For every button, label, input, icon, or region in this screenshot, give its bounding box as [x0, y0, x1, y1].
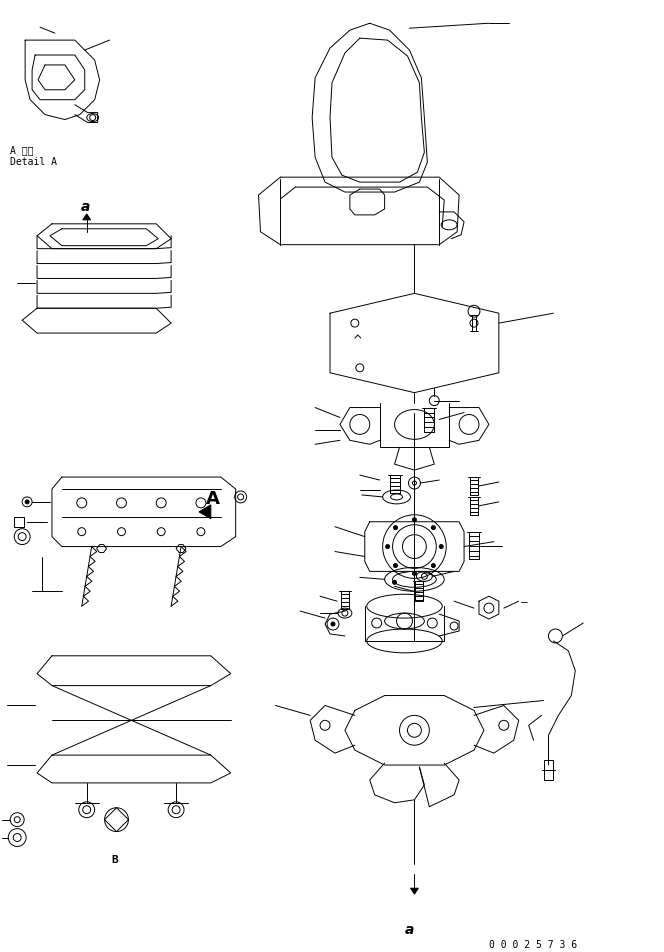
Text: a: a — [81, 200, 90, 214]
Text: a: a — [404, 922, 414, 936]
Circle shape — [432, 564, 436, 568]
Circle shape — [14, 817, 20, 823]
Text: A 詳細: A 詳細 — [10, 146, 34, 155]
Circle shape — [25, 501, 29, 505]
Text: A: A — [206, 489, 220, 507]
Circle shape — [412, 572, 416, 576]
Text: —: — — [521, 597, 527, 606]
Circle shape — [331, 623, 335, 626]
Circle shape — [392, 581, 396, 585]
Circle shape — [13, 834, 21, 842]
Circle shape — [394, 526, 398, 530]
Circle shape — [440, 545, 444, 549]
Polygon shape — [83, 214, 91, 221]
Polygon shape — [410, 888, 418, 894]
Circle shape — [412, 518, 416, 523]
Text: 0 0 0 2 5 7 3 6: 0 0 0 2 5 7 3 6 — [489, 939, 577, 949]
Polygon shape — [199, 506, 211, 519]
Circle shape — [432, 526, 436, 530]
Circle shape — [386, 545, 390, 549]
Circle shape — [394, 564, 398, 568]
Text: B: B — [112, 855, 118, 864]
Text: Detail A: Detail A — [10, 157, 57, 168]
